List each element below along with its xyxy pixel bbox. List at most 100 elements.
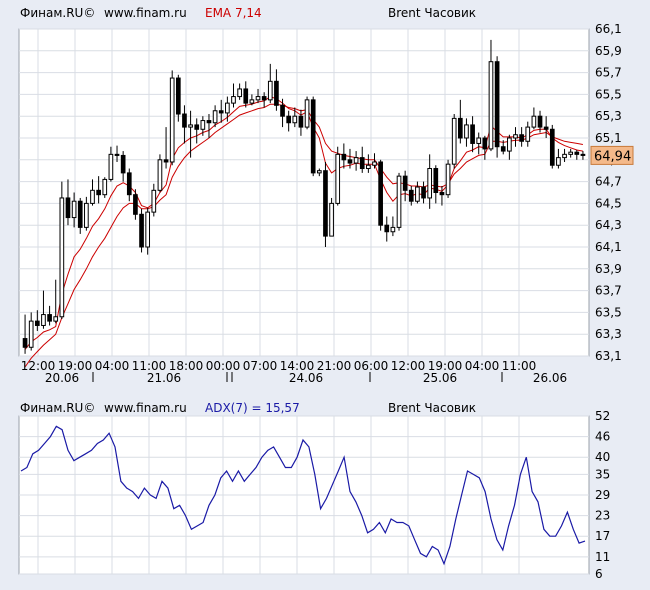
candle-body-down — [261, 96, 267, 101]
candle — [84, 196, 89, 231]
candle-body-up — [53, 316, 59, 322]
price-x-tick-label: 12:00 — [21, 359, 56, 373]
candle — [114, 145, 120, 162]
candle-body-down — [439, 192, 445, 196]
candle — [347, 148, 353, 169]
date-label: 25.06 — [423, 371, 457, 385]
candle-body-down — [47, 314, 52, 322]
candle-body-up — [108, 153, 114, 180]
price-y-tick-label: 63,5 — [595, 305, 622, 319]
candle-body-down — [218, 110, 224, 114]
candle-body-up — [316, 170, 322, 174]
candle — [200, 116, 206, 136]
adx-instrument-label: Brent Часовик — [388, 401, 476, 415]
candle-body-down — [310, 99, 316, 174]
candle-body-down — [384, 224, 390, 233]
candle — [77, 197, 83, 234]
candle — [188, 110, 193, 158]
price-panel: Финам.RU© www.finam.ru EMA 7,14 Brent Ча… — [18, 6, 634, 385]
candle-body-down — [298, 115, 304, 128]
candle — [133, 189, 138, 220]
candle — [218, 99, 224, 123]
candle-body-up — [28, 320, 34, 348]
price-x-tick-label: 21:00 — [317, 359, 352, 373]
candle — [445, 159, 451, 198]
candle — [41, 290, 46, 329]
price-y-tick-label: 65,3 — [595, 109, 622, 123]
candle — [175, 74, 181, 122]
price-y-tick-label: 63,7 — [595, 284, 622, 298]
adx-y-tick-label: 29 — [595, 488, 610, 502]
candle-body-up — [145, 211, 151, 248]
price-x-tick-label: 19:00 — [58, 359, 93, 373]
candle — [102, 177, 108, 198]
candle — [212, 105, 218, 128]
price-plot-area — [18, 28, 590, 357]
candle-body-up — [304, 99, 310, 128]
candle — [408, 185, 414, 206]
candle-body-down — [243, 88, 249, 104]
candle — [525, 121, 531, 147]
candle — [543, 116, 549, 138]
candle — [574, 149, 580, 160]
date-label: 21.06 — [147, 371, 181, 385]
candle-body-down — [341, 153, 347, 161]
candle-body-up — [90, 189, 95, 204]
candle-body-down — [133, 194, 138, 215]
candle — [537, 110, 543, 133]
candle — [457, 99, 463, 144]
candle — [169, 70, 175, 166]
candle-body-up — [513, 134, 518, 139]
candle-body-down — [175, 77, 181, 115]
candle — [90, 179, 95, 206]
candle — [304, 96, 310, 130]
adx-y-tick-label: 40 — [595, 450, 610, 464]
adx-gridlines — [19, 415, 589, 575]
candle — [494, 56, 500, 158]
candle — [415, 181, 420, 204]
candle — [145, 207, 151, 255]
candle-body-down — [96, 189, 101, 196]
source-label: Финам.RU© — [20, 6, 95, 20]
candle-body-down — [549, 128, 555, 166]
adx-site-label: www.finam.ru — [104, 401, 187, 415]
candle — [464, 118, 469, 147]
candle — [22, 314, 28, 354]
candle — [353, 151, 359, 171]
candle — [298, 109, 304, 136]
candle-body-down — [378, 161, 383, 226]
adx-panel: Финам.RU© www.finam.ru ADX(7) = 15,57 Br… — [18, 401, 610, 581]
candle — [157, 154, 163, 193]
price-y-tick-label: 63,9 — [595, 262, 622, 276]
candle-body-up — [562, 153, 567, 159]
candle — [451, 114, 457, 169]
price-y-tick-label: 64,5 — [595, 196, 622, 210]
candle-body-up — [84, 202, 89, 228]
price-y-tick-label: 64,1 — [595, 240, 622, 254]
candle-body-down — [574, 151, 580, 155]
candle-body-up — [200, 120, 206, 130]
candle-body-up — [71, 200, 77, 219]
candle — [421, 181, 426, 204]
price-y-tick-label: 65,7 — [595, 66, 622, 80]
candle-body-down — [470, 124, 475, 144]
candle-body-up — [237, 88, 242, 98]
candle-body-up — [366, 164, 371, 170]
price-gridlines — [19, 28, 589, 357]
price-y-tick-label: 65,5 — [595, 87, 622, 101]
candle — [182, 105, 187, 144]
candle-body-up — [353, 157, 359, 164]
candle-body-up — [41, 314, 46, 326]
candle-body-down — [139, 213, 144, 248]
candle — [28, 312, 34, 351]
candle — [286, 110, 292, 132]
price-y-tick-label: 64,3 — [595, 218, 622, 232]
last-price-marker: 64,94 — [590, 145, 634, 165]
candle — [513, 127, 518, 147]
price-x-tick-label: 06:00 — [354, 359, 389, 373]
candle-body-up — [335, 153, 341, 204]
candle — [108, 146, 114, 182]
candle — [225, 96, 230, 122]
candle-body-down — [433, 168, 439, 194]
